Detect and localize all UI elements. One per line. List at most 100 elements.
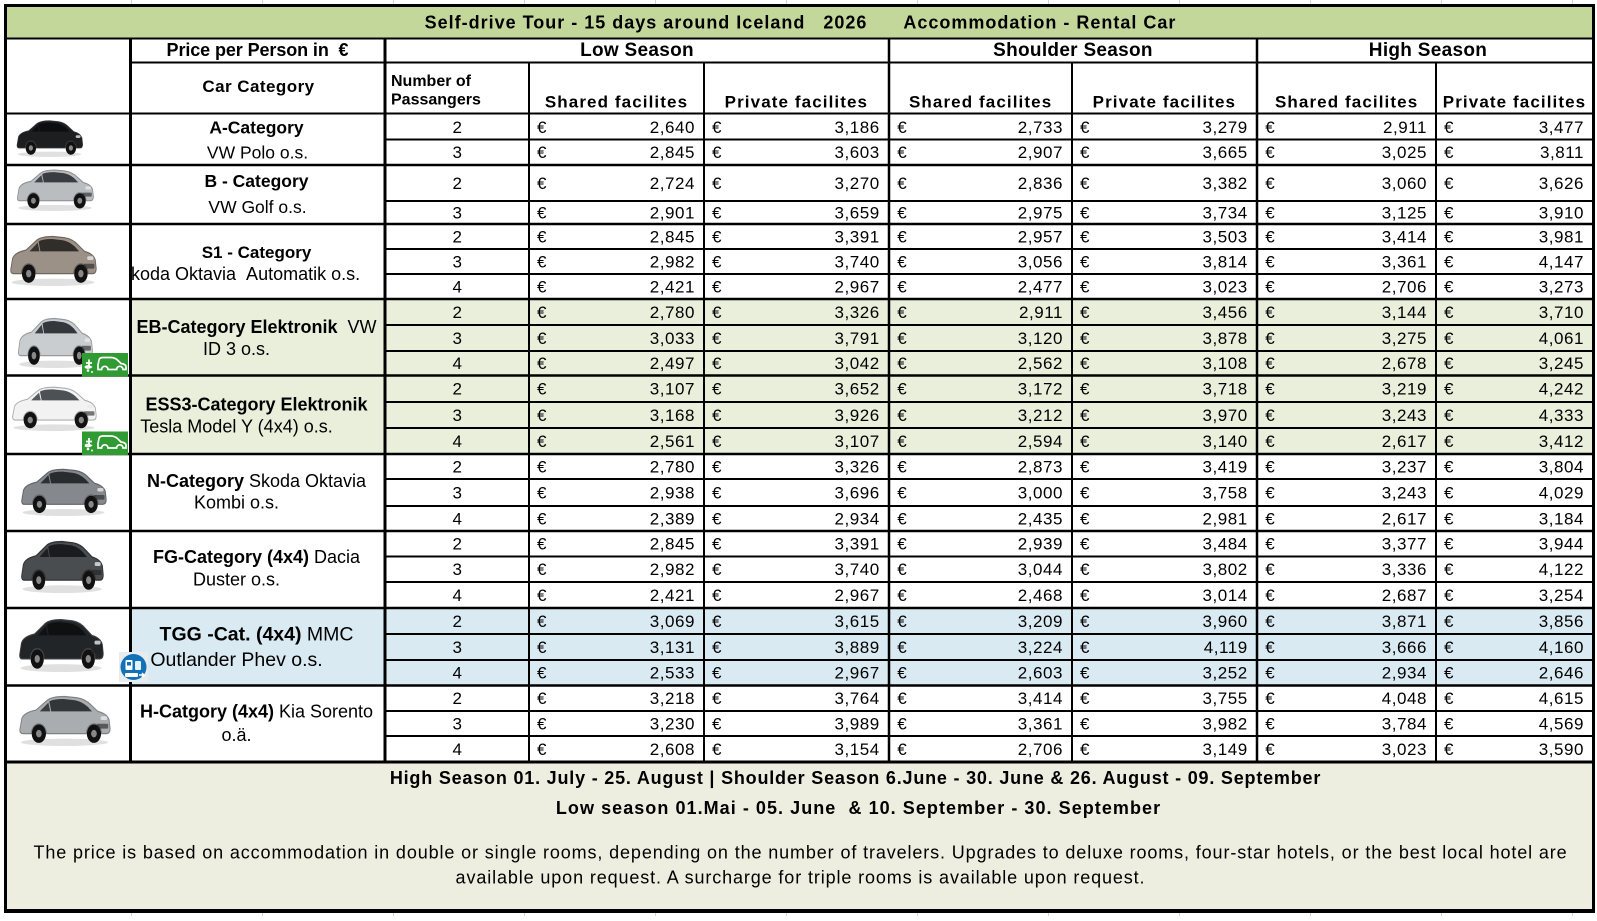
svg-text:Private facilites: Private facilites	[1093, 93, 1236, 112]
svg-text:€: €	[537, 740, 547, 759]
svg-text:€: €	[537, 329, 547, 348]
svg-text:€: €	[1444, 535, 1454, 554]
svg-text:2,911: 2,911	[1383, 118, 1427, 137]
svg-text:2,939: 2,939	[1018, 535, 1063, 554]
svg-text:2,435: 2,435	[1018, 509, 1063, 528]
svg-text:€: €	[537, 354, 547, 373]
svg-text:€: €	[537, 252, 547, 271]
svg-text:€: €	[897, 174, 907, 193]
svg-text:€: €	[712, 483, 722, 502]
svg-text:€: €	[712, 303, 722, 322]
svg-text:2: 2	[453, 118, 462, 137]
svg-text:3,414: 3,414	[1382, 227, 1427, 246]
svg-text:4: 4	[453, 432, 462, 451]
svg-text:€: €	[1080, 277, 1090, 296]
svg-text:€: €	[1265, 174, 1275, 193]
svg-text:Shoulder Season: Shoulder Season	[993, 40, 1153, 61]
svg-text:€: €	[1444, 638, 1454, 657]
svg-text:€: €	[712, 509, 722, 528]
svg-text:Self-drive Tour - 15 days arou: Self-drive Tour - 15 days around Iceland…	[425, 13, 1177, 33]
svg-text:3,149: 3,149	[1202, 740, 1247, 759]
svg-text:Outlander Phev o.s.: Outlander Phev o.s.	[150, 649, 322, 671]
svg-text:€: €	[1444, 354, 1454, 373]
svg-text:€: €	[1080, 252, 1090, 271]
svg-text:EB-Category Elektronik VW: EB-Category Elektronik VW	[136, 317, 376, 337]
svg-text:€: €	[1265, 560, 1275, 579]
svg-text:3,970: 3,970	[1202, 406, 1247, 425]
svg-text:4: 4	[453, 586, 462, 605]
svg-text:€: €	[537, 664, 547, 683]
svg-text:3,710: 3,710	[1539, 303, 1584, 322]
svg-text:€: €	[1265, 354, 1275, 373]
svg-text:VW Golf o.s.: VW Golf o.s.	[208, 197, 306, 217]
svg-text:3,154: 3,154	[834, 740, 879, 759]
svg-text:€: €	[1080, 714, 1090, 733]
svg-text:B - Category: B - Category	[204, 171, 308, 191]
svg-text:€: €	[1265, 227, 1275, 246]
svg-text:€: €	[537, 432, 547, 451]
svg-text:€: €	[537, 612, 547, 631]
svg-text:€: €	[712, 432, 722, 451]
svg-text:Price per Person in €: Price per Person in €	[167, 40, 349, 60]
svg-text:€: €	[897, 354, 907, 373]
svg-text:A-Category: A-Category	[209, 118, 304, 138]
svg-text:3,718: 3,718	[1202, 380, 1247, 399]
svg-text:3,273: 3,273	[1539, 277, 1584, 296]
svg-text:3,740: 3,740	[834, 560, 879, 579]
svg-text:3,184: 3,184	[1539, 509, 1584, 528]
svg-text:€: €	[1265, 118, 1275, 137]
svg-text:4: 4	[453, 277, 462, 296]
svg-text:3,878: 3,878	[1202, 329, 1247, 348]
svg-text:H-Catgory (4x4) Kia Sorento: H-Catgory (4x4) Kia Sorento	[140, 702, 373, 722]
svg-text:TGG -Cat. (4x4) MMC: TGG -Cat. (4x4) MMC	[160, 624, 354, 646]
svg-text:€: €	[712, 227, 722, 246]
svg-text:€: €	[1444, 612, 1454, 631]
svg-text:€: €	[897, 203, 907, 222]
svg-text:3,414: 3,414	[1018, 689, 1063, 708]
svg-text:3,108: 3,108	[1202, 354, 1247, 373]
svg-text:3,811: 3,811	[1540, 143, 1584, 162]
svg-text:2,873: 2,873	[1018, 457, 1063, 476]
svg-text:3,626: 3,626	[1539, 174, 1584, 193]
svg-text:ID 3 o.s.: ID 3 o.s.	[203, 339, 270, 359]
svg-text:3,107: 3,107	[834, 432, 879, 451]
svg-text:€: €	[1444, 689, 1454, 708]
svg-text:€: €	[1080, 638, 1090, 657]
svg-text:€: €	[1444, 714, 1454, 733]
svg-text:€: €	[1080, 354, 1090, 373]
svg-text:€: €	[1080, 457, 1090, 476]
svg-text:3,652: 3,652	[834, 380, 879, 399]
svg-text:€: €	[712, 354, 722, 373]
svg-text:€: €	[1444, 457, 1454, 476]
svg-text:3,696: 3,696	[834, 483, 879, 502]
svg-text:2,594: 2,594	[1018, 432, 1063, 451]
svg-text:4: 4	[453, 664, 462, 683]
svg-text:4,147: 4,147	[1539, 252, 1584, 271]
svg-text:€: €	[1080, 174, 1090, 193]
svg-text:€: €	[1265, 535, 1275, 554]
svg-text:€: €	[1265, 380, 1275, 399]
svg-text:€: €	[712, 664, 722, 683]
svg-text:Shared facilites: Shared facilites	[909, 93, 1052, 112]
svg-text:3,960: 3,960	[1202, 612, 1247, 631]
svg-text:€: €	[1444, 483, 1454, 502]
svg-text:2,957: 2,957	[1018, 227, 1063, 246]
svg-text:€: €	[1080, 740, 1090, 759]
svg-text:Duster o.s.: Duster o.s.	[193, 570, 280, 590]
svg-text:€: €	[537, 509, 547, 528]
svg-text:€: €	[1080, 227, 1090, 246]
svg-text:3,044: 3,044	[1018, 560, 1063, 579]
svg-text:2: 2	[453, 689, 462, 708]
svg-text:Car Category: Car Category	[202, 77, 314, 96]
svg-text:Low Season: Low Season	[580, 40, 694, 61]
svg-text:2,608: 2,608	[650, 740, 695, 759]
svg-text:3,125: 3,125	[1382, 203, 1427, 222]
svg-text:3,944: 3,944	[1539, 535, 1584, 554]
svg-text:€: €	[1080, 664, 1090, 683]
svg-text:€: €	[1444, 380, 1454, 399]
svg-text:€: €	[1265, 509, 1275, 528]
svg-text:€: €	[1265, 252, 1275, 271]
svg-text:3,275: 3,275	[1382, 329, 1427, 348]
svg-text:3,279: 3,279	[1202, 118, 1247, 137]
svg-text:€: €	[1265, 406, 1275, 425]
